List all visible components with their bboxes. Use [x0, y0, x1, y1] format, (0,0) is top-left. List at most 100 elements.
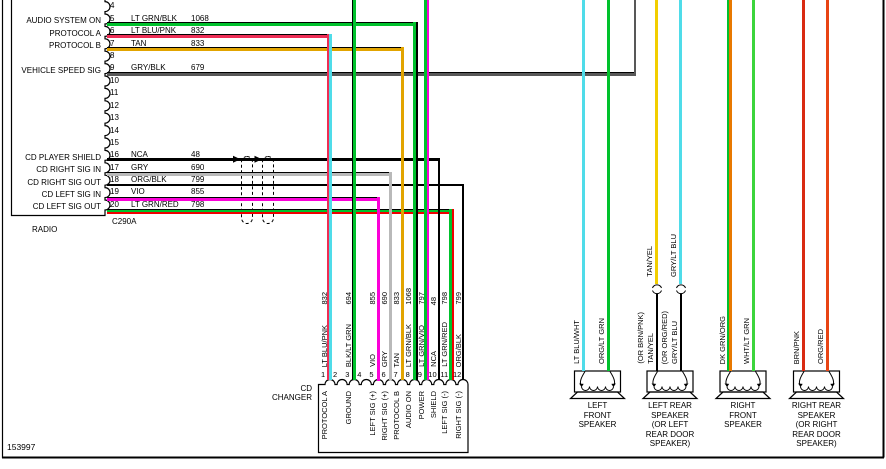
radio-signal-label: CD LEFT SIG OUT	[32, 202, 101, 211]
radio-signal-label: CD PLAYER SHIELD	[25, 152, 101, 162]
cd-changer-label-line: CD	[300, 384, 312, 393]
wire-832-vertical-pnk	[326, 34, 329, 381]
speaker-wire-label-upper: TAN/YEL	[645, 246, 654, 277]
speaker-name-line: LEFT REAR	[648, 401, 692, 410]
cd-pin-number: 8	[405, 369, 410, 379]
cd-circuit-number: 799	[453, 292, 463, 305]
inline-connector-icon-2	[676, 284, 686, 295]
cd-changer-label-line: CHANGER	[271, 393, 312, 402]
cd-pin-number: 5	[369, 369, 374, 379]
speaker-name-line: REAR DOOR	[645, 429, 695, 439]
wire-679-vertical	[633, 0, 636, 74]
wire-color-label: GRY	[131, 162, 149, 172]
cd-pin-number: 4	[357, 369, 362, 379]
circuit-number: 798	[191, 199, 205, 209]
cd-pin-number: 9	[417, 369, 422, 379]
wire-798-vertical-red	[452, 209, 454, 380]
radio-pin-number: 13	[110, 113, 119, 122]
speaker-name-right-rear: RIGHT REAR SPEAKER (OR RIGHT REAR DOOR S…	[772, 401, 862, 449]
cd-wire-color-label: LT BLU/PNK	[319, 324, 329, 367]
radio-pin-number: 19	[110, 187, 119, 196]
radio-pin-number: 16	[110, 150, 119, 159]
wire-brn-pnk-vertical	[802, 0, 805, 371]
cd-circuit-number: 694	[343, 292, 353, 305]
cd-pin-number: 10	[428, 369, 437, 379]
cd-changer-box-label: CD CHANGER	[270, 384, 312, 402]
speaker-symbol-left-front	[568, 370, 627, 400]
speaker-name-left-front: LEFT FRONT SPEAKER	[553, 401, 643, 430]
wire-833-vertical	[401, 46, 404, 380]
wire-color-label: TAN	[131, 38, 147, 48]
cd-function-label: LEFT SIG (+)	[367, 391, 377, 436]
cd-wire-color-label: BLK/LT GRN	[343, 323, 353, 367]
shield-loop-icon-1	[241, 156, 253, 224]
speaker-name-line: SPEAKER	[724, 420, 762, 429]
wire-1068-vertical-grn	[413, 22, 416, 380]
cd-changer-connector-outline	[317, 378, 469, 454]
wire-799-horizontal	[107, 184, 464, 186]
speaker-name-line: SPEAKER)	[796, 439, 837, 448]
speaker-symbol-left-rear	[641, 370, 699, 400]
wire-color-label: GRY/BLK	[131, 63, 166, 72]
cd-function-label: GROUND	[343, 391, 353, 425]
cd-pin-number: 6	[381, 369, 386, 379]
radio-box-label: RADIO	[32, 224, 58, 234]
radio-pin-number: 15	[110, 137, 119, 147]
radio-pin-number: 10	[110, 75, 119, 85]
cd-circuit-number: 798	[440, 292, 450, 305]
wire-855-horizontal	[107, 196, 380, 201]
radio-signal-label: PROTOCOL B	[48, 41, 101, 50]
radio-connector-outline	[10, 0, 111, 217]
wire-855-vertical	[376, 196, 380, 381]
wire-color-label: ORG/BLK	[131, 175, 167, 184]
cd-function-label: PROTOCOL A	[319, 391, 329, 440]
radio-pin-number: 14	[110, 125, 119, 135]
radio-pin-number: 6	[110, 26, 115, 35]
cd-wire-color-label: LT GRN/BLK	[404, 323, 414, 367]
speaker-name-left-rear: LEFT REAR SPEAKER (OR LEFT REAR DOOR SPE…	[625, 401, 715, 449]
wire-gry-lt-blu-lower-lead	[680, 294, 682, 371]
speaker-name-line: SPEAKER	[651, 410, 689, 420]
radio-pin-number: 18	[110, 175, 119, 184]
radio-pin-number: 4	[110, 1, 115, 10]
speaker-name-line: FRONT	[583, 410, 612, 420]
speaker-wire-label: ORG/RED	[816, 328, 825, 364]
wire-color-label: LT GRN/BLK	[131, 13, 177, 23]
cd-wire-color-label: LT GRN/VIO	[416, 325, 426, 367]
wire-dk-grn-org-vertical-org	[728, 0, 732, 371]
cd-pin-number: 12	[453, 369, 462, 379]
wire-832-vertical-blu	[329, 34, 332, 381]
wire-798-horizontal-red	[107, 212, 454, 214]
cd-circuit-number: 690	[380, 292, 389, 305]
speaker-wire-label: WHT/LT GRN	[742, 318, 751, 364]
speaker-wire-label: LT BLU/WHT	[572, 320, 581, 364]
wire-797-vertical-vio	[426, 0, 429, 380]
cd-wire-color-label: VIO	[367, 354, 377, 367]
speaker-wire-label: BRN/PNK	[792, 330, 801, 364]
speaker-symbol-right-front	[714, 370, 772, 400]
speaker-wire-label-alt: (OR BRN/PNK)	[636, 312, 645, 364]
cd-function-label: PROTOCOL B	[392, 391, 401, 440]
wire-1068-horizontal	[107, 22, 417, 26]
cd-circuit-number: 48	[428, 296, 438, 305]
speaker-wire-label: GRY/LT BLU	[670, 321, 679, 364]
cd-pin-number: 7	[393, 369, 398, 379]
wire-tan-yel-lower-lead	[656, 294, 658, 371]
shield-loop-icon-2	[262, 156, 274, 224]
radio-pin-number: 5	[110, 13, 115, 23]
speaker-name-line: SPEAKER	[578, 420, 617, 429]
circuit-number: 833	[191, 38, 205, 48]
cd-circuit-number: 833	[392, 292, 401, 305]
wire-798-vertical-grn	[448, 209, 452, 380]
speaker-name-line: RIGHT REAR	[791, 401, 842, 410]
wire-1068-vertical-blk	[416, 22, 418, 380]
wire-48-horizontal	[107, 158, 440, 161]
cd-wire-color-label: GRY	[380, 350, 389, 367]
speaker-name-line: SPEAKER	[797, 410, 836, 420]
circuit-number: 1068	[191, 13, 209, 23]
circuit-number: 855	[191, 187, 205, 196]
radio-signal-label: AUDIO SYSTEM ON	[26, 16, 101, 25]
wire-797-vertical-grn	[423, 0, 427, 380]
radio-pin-number: 7	[110, 38, 115, 48]
